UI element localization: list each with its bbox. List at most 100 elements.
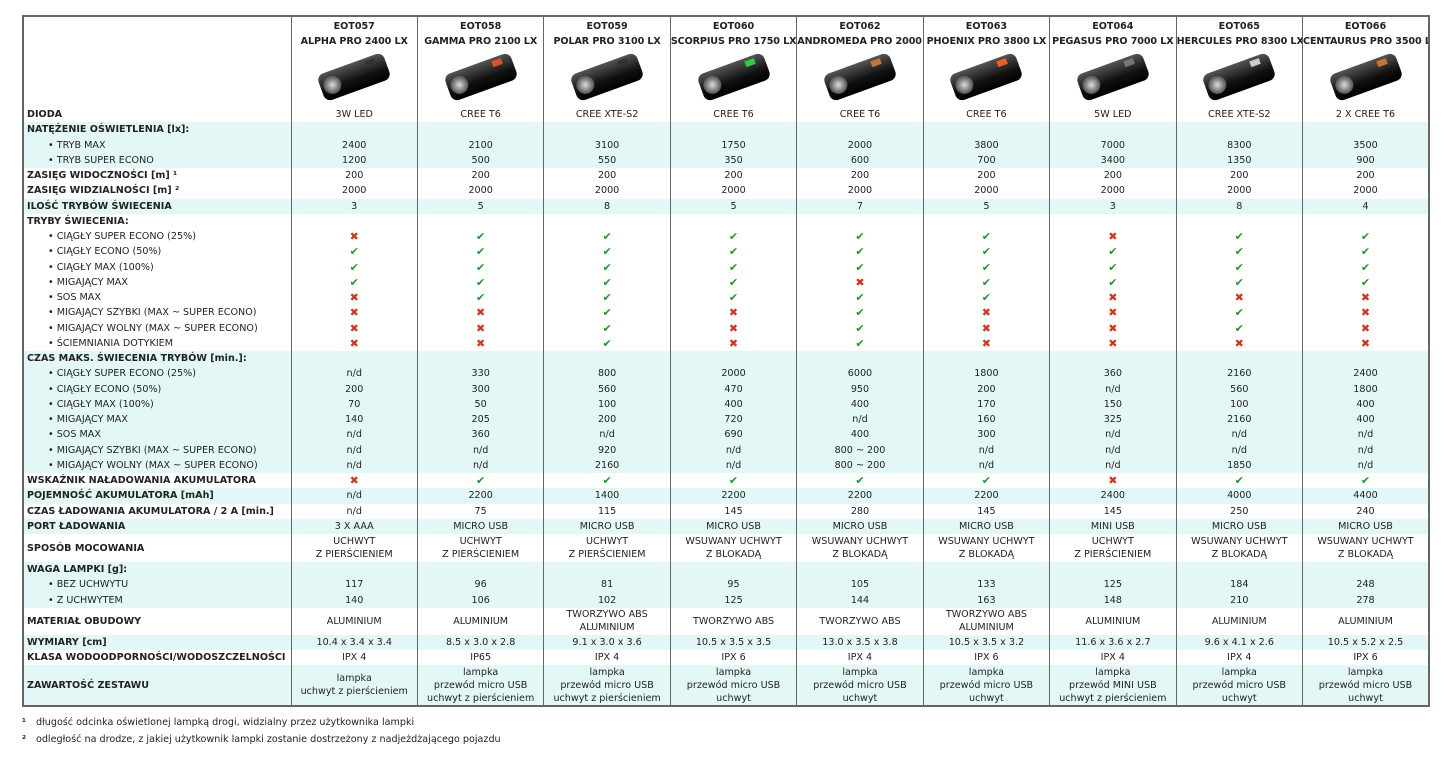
value-cell: 75 — [416, 503, 545, 519]
value-cell: n/d — [290, 503, 418, 519]
cell-text: 350 — [724, 154, 743, 166]
table-row: MIGAJĄCY MAX ✔ ✔ ✔ ✔ ✖ ✔ ✔ ✔ ✔ — [22, 274, 1430, 290]
cross-icon: ✖ — [1360, 291, 1371, 305]
table-row: PORT ŁADOWANIA 3 X AAA MICRO USB MICRO USB M… — [22, 518, 1430, 534]
row-label: KLASA WODOODPORNOŚCI/WODOSZCZELNOŚCI — [22, 650, 292, 666]
value-cell: ✖ — [1175, 290, 1304, 306]
value-cell: 200 — [1049, 168, 1177, 184]
product-name: ALPHA PRO 2400 LX — [300, 36, 408, 47]
value-cell: ✔ — [922, 229, 1051, 245]
value-cell: 240 — [1302, 503, 1430, 519]
cell-text: WSUWANY UCHWYT Z BLOKADĄ — [1191, 536, 1288, 560]
cell-text: n/d — [1231, 444, 1247, 456]
value-cell: 2000 — [669, 183, 798, 199]
cell-text: MICRO USB — [1338, 520, 1393, 532]
value-cell: n/d — [1302, 427, 1430, 443]
table-row: CIĄGŁY MAX (100%) ✔ ✔ ✔ ✔ ✔ ✔ ✔ ✔ ✔ — [22, 259, 1430, 275]
cell-text: 600 — [850, 154, 870, 166]
cell-text: 3100 — [594, 139, 620, 151]
check-icon: ✔ — [981, 291, 992, 305]
value-cell: 3 X AAA — [290, 518, 418, 534]
cell-text: n/d — [346, 505, 362, 517]
cell-text: 2000 — [1353, 185, 1378, 197]
value-cell: 5 — [922, 198, 1051, 214]
value-cell: 100 — [543, 396, 671, 412]
table-row: TRYB SUPER ECONO 1200 500 550 350 600 700 3400 1… — [22, 152, 1430, 168]
cell-text: 200 — [850, 170, 870, 182]
table-row: POJEMNOŚĆ AKUMULATORA [mAh] n/d 2200 1400 22… — [22, 488, 1430, 504]
cell-text: 1800 — [974, 368, 999, 380]
cell-text: 2000 — [847, 139, 873, 151]
product-code: EOT058 — [460, 21, 502, 32]
check-icon: ✔ — [855, 245, 865, 259]
cell-text: WSUWANY UCHWYT Z BLOKADĄ — [1317, 536, 1414, 560]
value-cell — [416, 351, 545, 367]
table-row: SOS MAX n/d 360 n/d 690 400 300 n/d n/d n/d — [22, 427, 1430, 443]
row-label: TRYBY ŚWIECENIA: — [22, 213, 292, 229]
value-cell: 900 — [1302, 152, 1430, 168]
value-cell: ✔ — [543, 290, 671, 306]
value-cell: UCHWYT Z PIERŚCIENIEM — [416, 534, 545, 562]
table-row: CIĄGŁY SUPER ECONO (25%) ✖ ✔ ✔ ✔ ✔ ✔ ✖ ✔ ✔ — [22, 229, 1430, 245]
value-cell: 2200 — [669, 488, 798, 504]
table-row: ILOŚĆ TRYBÓW ŚWIECENIA 3 5 8 5 7 5 3 8 4 — [22, 198, 1430, 214]
table-row: KLASA WODOODPORNOŚCI/WODOSZCZELNOŚCI IPX … — [22, 650, 1430, 666]
value-cell — [416, 122, 545, 138]
cell-text: lampka przewód micro USB uchwyt — [1192, 666, 1287, 704]
check-icon: ✔ — [476, 260, 486, 274]
cell-text: n/d — [978, 459, 995, 471]
value-cell: ✔ — [669, 229, 798, 245]
cell-text: lampka przewód micro USB uchwyt z pierśc… — [427, 666, 535, 704]
value-cell: n/d — [1049, 442, 1177, 458]
row-label: MIGAJĄCY MAX — [22, 274, 292, 290]
value-cell — [1175, 351, 1304, 367]
value-cell: 720 — [669, 412, 798, 428]
value-cell: n/d — [1175, 427, 1304, 443]
value-cell: 2400 — [1049, 488, 1177, 504]
value-cell: 2000 — [543, 183, 671, 199]
cell-text: CREE T6 — [966, 109, 1007, 121]
row-label: CIĄGŁY ECONO (50%) — [22, 381, 292, 397]
table-row: MIGAJĄCY SZYBKI (MAX ~ SUPER ECONO) n/d n/… — [22, 442, 1430, 458]
value-cell: 133 — [922, 577, 1051, 593]
check-icon: ✔ — [602, 336, 612, 350]
cell-text: 278 — [1356, 594, 1375, 606]
value-cell: n/d — [290, 457, 418, 473]
product-name: ANDROMEDA PRO 2000 LX — [797, 36, 922, 47]
value-cell — [669, 122, 798, 138]
value-cell: 200 — [416, 168, 545, 184]
value-cell: ✔ — [669, 290, 798, 306]
value-cell: 400 — [669, 396, 798, 412]
check-icon: ✔ — [602, 321, 612, 335]
row-label: TRYB MAX — [22, 137, 292, 153]
value-cell: 1800 — [922, 366, 1051, 382]
value-cell: WSUWANY UCHWYT Z BLOKADĄ — [922, 534, 1051, 562]
value-cell: 5 — [669, 198, 798, 214]
value-cell — [922, 213, 1051, 229]
value-cell: ✔ — [796, 259, 924, 275]
cell-text: 800 ~ 200 — [834, 459, 886, 471]
product-name: GAMMA PRO 2100 LX — [424, 36, 538, 47]
value-cell: TWORZYWO ABS ALUMINIUM — [543, 607, 671, 635]
check-icon: ✔ — [476, 245, 486, 259]
value-cell: 248 — [1302, 577, 1430, 593]
value-cell: lampka przewód micro USB uchwyt — [669, 665, 798, 707]
cell-text: ALUMINIUM — [326, 615, 382, 627]
value-cell — [290, 562, 418, 578]
value-cell: n/d — [669, 442, 798, 458]
value-cell: 106 — [416, 592, 545, 608]
bike-light-icon — [1201, 51, 1277, 103]
value-cell: ✔ — [543, 259, 671, 275]
cell-text: 330 — [471, 368, 490, 380]
cell-text: lampka przewód micro USB uchwyt — [1318, 666, 1413, 704]
table-row: WAGA LAMPKI [g]: — [22, 562, 1430, 578]
value-cell: ✔ — [1302, 259, 1430, 275]
value-cell: n/d — [669, 457, 798, 473]
bike-light-icon — [569, 51, 645, 103]
value-cell: 9.6 x 4.1 x 2.6 — [1175, 634, 1304, 650]
cross-icon: ✖ — [476, 306, 486, 320]
cell-text: n/d — [472, 459, 489, 471]
value-cell: 325 — [1049, 412, 1177, 428]
value-cell: 200 — [290, 168, 418, 184]
value-cell — [290, 213, 418, 229]
